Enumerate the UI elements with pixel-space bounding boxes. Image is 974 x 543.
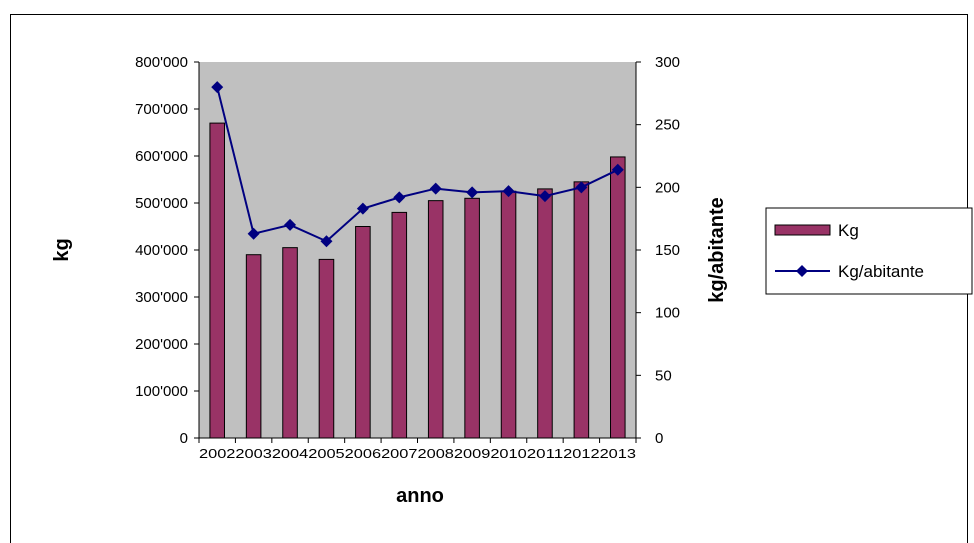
y-tick-label: 300'000 <box>135 289 188 306</box>
x-axis-title: anno <box>396 485 444 507</box>
x-tick-label: 2002 <box>199 446 235 461</box>
plot-area <box>199 62 636 438</box>
y2-tick-label: 50 <box>655 367 672 384</box>
y-tick-label: 500'000 <box>135 195 188 212</box>
y2-tick-label: 100 <box>655 305 680 322</box>
line-series <box>211 81 624 248</box>
bar-2012 <box>573 181 590 439</box>
y2-tick-label: 300 <box>655 54 680 71</box>
bar-2006 <box>355 226 371 439</box>
legend-swatch-kg <box>774 224 831 236</box>
x-tick-label: 2010 <box>490 446 526 461</box>
point-2005 <box>320 235 333 248</box>
y-tick-label: 700'000 <box>135 101 188 118</box>
y-tick-label: 200'000 <box>135 336 188 353</box>
x-tick-label: 2012 <box>563 446 599 461</box>
y-axis-title: kg <box>51 238 73 261</box>
bar-2003 <box>245 254 262 439</box>
legend-box <box>765 207 973 295</box>
y-tick-label: 800'000 <box>135 54 188 71</box>
tick-labels: 0 100'000 200'000 300'000 400'000 500'000 600'… <box>135 54 680 461</box>
x-tick-label: 2006 <box>345 446 381 461</box>
bar-series <box>209 122 626 439</box>
legend-marker-kg-abitante <box>796 265 808 277</box>
y-tick-label: 400'000 <box>135 242 188 259</box>
x-tick-label: 2008 <box>418 446 454 461</box>
point-2013 <box>611 163 624 176</box>
bar-2010 <box>500 190 517 439</box>
bar-2007 <box>391 211 408 439</box>
legend: Kg Kg/abitante <box>765 207 973 295</box>
bar-2009 <box>464 197 480 439</box>
x-tick-label: 2004 <box>272 446 308 461</box>
x-tick-label: 2013 <box>600 446 636 461</box>
point-2002 <box>211 81 224 94</box>
y-tick-label: 100'000 <box>135 383 188 400</box>
point-2004 <box>284 218 297 231</box>
x-tick-label: 2003 <box>235 446 271 461</box>
bar-2004 <box>282 247 298 439</box>
axes <box>194 61 641 443</box>
point-2011 <box>538 190 551 203</box>
y2-tick-label: 200 <box>655 179 680 196</box>
point-2006 <box>356 202 369 215</box>
point-2012 <box>575 181 588 194</box>
line-kg-abitante <box>216 86 619 243</box>
bar-2002 <box>209 122 225 439</box>
legend-label-kg-abitante: Kg/abitante <box>838 262 924 281</box>
point-2003 <box>247 227 260 240</box>
y2-tick-label: 250 <box>655 117 680 134</box>
bar-2008 <box>427 200 444 439</box>
y2-tick-label: 0 <box>655 430 663 447</box>
point-2008 <box>429 182 442 195</box>
point-2007 <box>393 191 406 204</box>
x-tick-label: 2005 <box>308 446 344 461</box>
y2-axis-title: kg/abitante <box>706 197 728 303</box>
y-tick-label: 0 <box>180 430 188 447</box>
x-tick-label: 2007 <box>381 446 417 461</box>
point-2010 <box>502 185 515 198</box>
bar-2011 <box>537 188 553 439</box>
point-2009 <box>466 186 479 199</box>
bar-2005 <box>318 258 335 439</box>
legend-label-kg: Kg <box>838 221 859 240</box>
x-tick-label: 2011 <box>527 446 563 461</box>
x-tick-label: 2009 <box>454 446 490 461</box>
y-tick-label: 600'000 <box>135 148 188 165</box>
y2-tick-label: 150 <box>655 242 680 259</box>
bar-2013 <box>610 156 626 439</box>
